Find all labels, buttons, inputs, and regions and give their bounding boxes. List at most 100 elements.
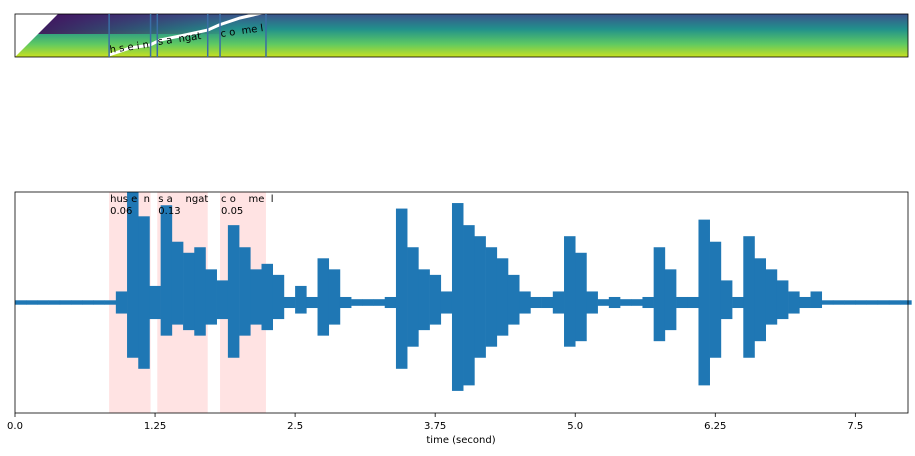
waveform-bin bbox=[26, 300, 38, 305]
waveform-bin bbox=[642, 296, 654, 309]
waveform-bin bbox=[788, 291, 800, 314]
waveform-bin bbox=[732, 296, 744, 309]
waveform-bin bbox=[575, 252, 587, 342]
waveform-bin bbox=[496, 258, 509, 336]
segment-label: hus e n bbox=[110, 194, 150, 205]
waveform-bin bbox=[384, 296, 397, 309]
alignment-path bbox=[108, 10, 267, 57]
x-tick-label: 5.0 bbox=[567, 421, 583, 432]
segment-label: c o me l bbox=[221, 194, 274, 205]
waveform-bin bbox=[743, 236, 755, 358]
waveform-bin bbox=[59, 300, 72, 305]
waveform-bin bbox=[362, 299, 374, 306]
waveform-bin bbox=[317, 258, 330, 336]
trellis-frame bbox=[14, 13, 909, 58]
waveform-bin bbox=[541, 296, 554, 309]
waveform-bin bbox=[82, 300, 94, 305]
waveform-bin bbox=[418, 269, 430, 331]
waveform-bin bbox=[821, 300, 834, 305]
trellis-label: h s e i n bbox=[109, 40, 150, 56]
waveform-bin bbox=[160, 205, 173, 336]
waveform-bin bbox=[900, 300, 912, 305]
x-axis-label: time (second) bbox=[426, 435, 495, 446]
waveform-bin bbox=[272, 274, 285, 320]
waveform-bin bbox=[687, 296, 699, 309]
segment-score: 0.05 bbox=[221, 206, 243, 217]
segment-label: s a ngat bbox=[158, 194, 208, 205]
waveform-bin bbox=[866, 300, 879, 305]
waveform-bin bbox=[37, 300, 49, 305]
waveform-bin bbox=[620, 299, 632, 306]
waveform-bin bbox=[149, 285, 161, 320]
x-tick-label: 6.25 bbox=[704, 421, 726, 432]
waveform-bin bbox=[631, 299, 643, 306]
waveform-bin bbox=[530, 296, 542, 309]
waveform-bin bbox=[832, 300, 845, 305]
waveform-bin bbox=[709, 241, 722, 358]
x-tick-label: 0.0 bbox=[7, 421, 23, 432]
waveform-bin bbox=[776, 280, 789, 320]
waveform-bin bbox=[552, 291, 565, 314]
waveform-bin bbox=[183, 252, 195, 331]
waveform-bin bbox=[239, 247, 251, 336]
waveform-bin bbox=[844, 300, 856, 305]
waveform-bin bbox=[799, 296, 811, 309]
waveform-bin bbox=[261, 263, 274, 331]
waveform-bin bbox=[463, 225, 475, 386]
waveform-bin bbox=[71, 300, 83, 305]
waveform-bin bbox=[328, 269, 341, 325]
waveform-bin bbox=[339, 296, 352, 309]
waveform-bin bbox=[720, 280, 733, 320]
waveform-bin bbox=[440, 291, 453, 314]
waveform-bin bbox=[216, 280, 229, 320]
waveform-bin bbox=[171, 241, 184, 325]
waveform-bin bbox=[283, 296, 296, 309]
waveform-bin bbox=[429, 274, 442, 325]
waveform-bin bbox=[351, 299, 363, 306]
waveform-bin bbox=[765, 269, 778, 325]
waveform-bin bbox=[597, 299, 610, 306]
waveform-bin bbox=[295, 285, 307, 314]
x-tick-label: 7.5 bbox=[847, 421, 863, 432]
trellis-shade bbox=[15, 14, 908, 34]
waveform-bin bbox=[698, 219, 710, 386]
x-tick-label: 3.75 bbox=[424, 421, 446, 432]
waveform-bin bbox=[93, 300, 105, 305]
waveform-bin bbox=[407, 247, 419, 347]
waveform-bin bbox=[250, 269, 262, 325]
waveform-bin bbox=[205, 269, 217, 325]
waveform-bin bbox=[608, 296, 621, 309]
segment-score: 0.13 bbox=[158, 206, 180, 217]
trellis-panel bbox=[14, 10, 909, 58]
x-tick-label: 1.25 bbox=[144, 421, 166, 432]
waveform-bin bbox=[485, 247, 498, 347]
waveform-bin bbox=[127, 192, 139, 358]
waveform-bin bbox=[15, 300, 27, 305]
segment-score: 0.06 bbox=[110, 206, 132, 217]
axes-frame bbox=[14, 191, 909, 414]
waveform-bin bbox=[586, 291, 598, 314]
waveform-bin bbox=[676, 296, 688, 309]
waveform-bin bbox=[395, 208, 408, 369]
waveform-bin bbox=[877, 300, 890, 305]
waveform-bin bbox=[564, 236, 576, 347]
waveform-bin bbox=[653, 247, 666, 342]
waveform-bin bbox=[48, 300, 61, 305]
waveform-bin bbox=[664, 269, 677, 331]
trellis-mask bbox=[15, 14, 58, 57]
waveform-bin bbox=[888, 300, 901, 305]
x-tick-label: 2.5 bbox=[287, 421, 303, 432]
waveform-bin bbox=[104, 300, 117, 305]
waveform-bin bbox=[451, 203, 464, 391]
waveform-bin bbox=[227, 225, 240, 358]
waveform-bin bbox=[194, 247, 206, 336]
waveform-bin bbox=[373, 299, 386, 306]
waveform-bin bbox=[306, 296, 318, 309]
waveform-bin bbox=[507, 274, 520, 325]
waveform-bin bbox=[519, 291, 531, 314]
waveform-bin bbox=[754, 258, 767, 342]
waveform-bin bbox=[138, 216, 150, 369]
waveform-bin bbox=[855, 300, 867, 305]
waveform-bin bbox=[115, 291, 128, 314]
